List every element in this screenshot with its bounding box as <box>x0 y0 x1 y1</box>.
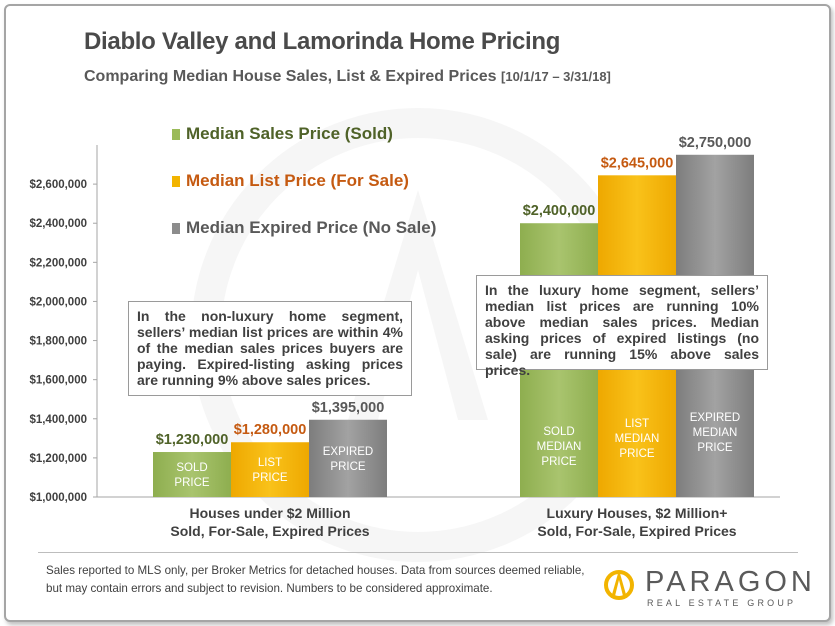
bar-inner-label-list: PRICE <box>252 472 287 484</box>
bar-inner-label-sold: PRICE <box>174 477 209 489</box>
data-label-expired: $1,395,000 <box>312 400 385 416</box>
bar-inner-label-list: PRICE <box>619 448 654 460</box>
y-tick-label: $1,400,000 <box>29 414 87 426</box>
legend-swatch-expired <box>172 222 180 234</box>
bar-inner-label-expired: PRICE <box>330 461 365 473</box>
data-label-list: $2,645,000 <box>601 155 674 171</box>
bar-inner-label-sold: SOLD <box>543 426 574 438</box>
paragon-logo-icon <box>604 570 634 600</box>
data-label-expired: $2,750,000 <box>679 135 752 151</box>
y-tick-label: $2,200,000 <box>29 257 87 269</box>
bar-inner-label-expired: EXPIRED <box>323 446 374 458</box>
y-tick-label: $2,400,000 <box>29 218 87 230</box>
x-category-label: Sold, For-Sale, Expired Prices <box>170 523 369 539</box>
y-tick-label: $1,000,000 <box>29 492 87 504</box>
legend-item-expired: Median Expired Price (No Sale) <box>172 218 436 238</box>
bar-list <box>231 442 309 497</box>
legend-item-sold: Median Sales Price (Sold) <box>172 124 393 144</box>
data-label-sold: $2,400,000 <box>523 203 596 219</box>
y-tick-label: $1,800,000 <box>29 336 87 348</box>
bar-inner-label-sold: MEDIAN <box>537 441 582 453</box>
data-label-list: $1,280,000 <box>234 422 307 438</box>
legend-item-list: Median List Price (For Sale) <box>172 171 409 191</box>
subtitle-text: Comparing Median House Sales, List & Exp… <box>84 68 497 85</box>
bar-inner-label-sold: PRICE <box>541 456 576 468</box>
brand-name: PARAGON <box>645 566 816 598</box>
footer-divider <box>38 552 798 553</box>
legend-label-sold: Median Sales Price (Sold) <box>186 124 393 143</box>
brand-tagline: REAL ESTATE GROUP <box>647 598 797 608</box>
x-category-label: Houses under $2 Million <box>189 505 350 521</box>
legend-label-list: Median List Price (For Sale) <box>186 171 409 190</box>
bar-inner-label-expired: EXPIRED <box>690 412 741 424</box>
page-title: Diablo Valley and Lamorinda Home Pricing <box>84 28 561 55</box>
bar-inner-label-sold: SOLD <box>176 462 207 474</box>
bar-inner-label-expired: PRICE <box>697 442 732 454</box>
data-label-sold: $1,230,000 <box>156 432 229 448</box>
x-category-label: Sold, For-Sale, Expired Prices <box>537 523 736 539</box>
legend-swatch-list <box>172 175 180 187</box>
legend-swatch-sold <box>172 128 180 140</box>
bar-sold <box>153 452 231 497</box>
bar-inner-label-list: LIST <box>625 418 649 430</box>
y-tick-label: $1,200,000 <box>29 453 87 465</box>
note-luxury: In the luxury home segment, sellers’ med… <box>476 275 768 378</box>
bar-inner-label-list: MEDIAN <box>615 433 660 445</box>
bar-inner-label-list: LIST <box>258 457 282 469</box>
y-tick-label: $2,000,000 <box>29 296 87 308</box>
bar-expired <box>309 419 387 497</box>
y-tick-label: $1,600,000 <box>29 375 87 387</box>
footer-disclaimer: Sales reported to MLS only, per Broker M… <box>46 564 585 595</box>
subtitle-dates: [10/1/17 – 3/31/18] <box>501 69 611 84</box>
page-subtitle: Comparing Median House Sales, List & Exp… <box>84 68 611 86</box>
bar-inner-label-expired: MEDIAN <box>693 427 738 439</box>
y-tick-label: $2,600,000 <box>29 179 87 191</box>
chart-labels: $1,230,000 SOLD PRICE $1,280,000 LIST PRICE $1… <box>156 135 752 539</box>
x-category-label: Luxury Houses, $2 Million+ <box>547 505 728 521</box>
legend-label-expired: Median Expired Price (No Sale) <box>186 218 437 237</box>
note-non-luxury: In the non-luxury home segment, sellers’… <box>128 301 412 396</box>
